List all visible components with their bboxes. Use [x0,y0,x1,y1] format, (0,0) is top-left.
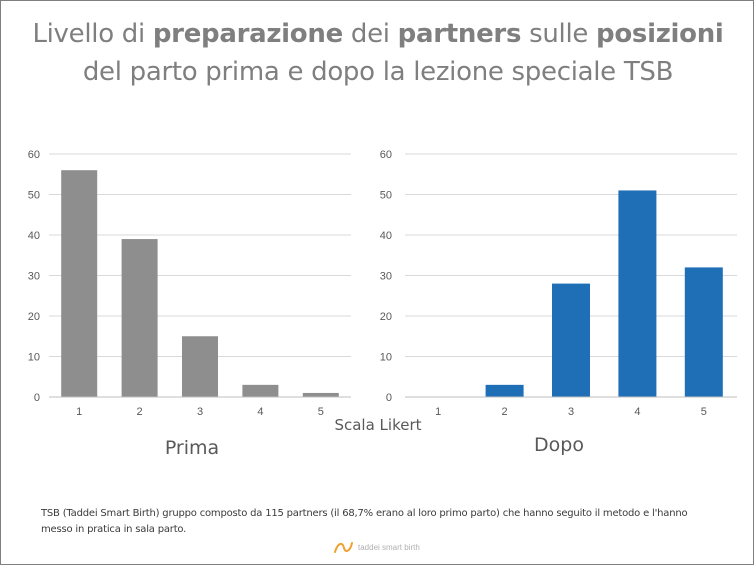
logo-text: taddei smart birth [358,542,420,552]
x-tick-label: 4 [634,406,640,418]
bar [182,336,218,397]
bar [61,170,98,397]
footnote: TSB (Taddei Smart Birth) gruppo composto… [41,508,688,535]
title-line-1: Livello di preparazione dei partners sul… [1,15,755,53]
y-tick-label: 40 [380,230,392,242]
bar [684,267,723,397]
panel-label: Dopo [534,434,584,456]
x-tick-label: 1 [435,406,441,418]
y-tick-label: 20 [380,311,392,323]
title-bold-part: preparazione [152,19,343,49]
x-tick-label: 4 [257,406,263,418]
logo-swirl-icon [334,542,353,553]
y-tick-label: 10 [28,352,40,364]
title-bold-part: partners [397,19,522,49]
x-tick-label: 5 [701,406,707,418]
x-tick-label: 3 [568,406,574,418]
y-tick-label: 30 [380,271,392,283]
bar [242,384,279,397]
panel-label: Prima [165,437,219,459]
y-tick-label: 60 [28,149,40,161]
title-line-2: del parto prima e dopo la lezione specia… [82,57,674,87]
x-tick-label: 1 [76,406,82,418]
x-tick-label: 2 [502,406,508,418]
y-tick-label: 40 [28,230,40,242]
y-tick-label: 0 [34,392,40,404]
y-tick-label: 60 [380,149,392,161]
bar [485,384,524,397]
title-part: dei [342,19,398,49]
bar [552,283,590,397]
y-tick-label: 30 [28,271,40,283]
title-bold-part: posizioni [596,19,724,49]
title-part: sulle [521,19,597,49]
slide-title: Livello di preparazione dei partners sul… [1,15,755,91]
charts-svg: 0 10 20 30 40 50 60 1 2 3 4 5 Prima 0 10 20 30 40 50 60 1 2 3… [28,149,737,459]
y-tick-label: 20 [28,311,40,323]
x-tick-label: 3 [197,406,203,418]
bar [302,392,339,397]
logo: taddei smart birth [334,540,420,554]
x-axis-label: Scala Likert [334,416,421,434]
bar [618,190,657,397]
x-tick-label: 5 [318,406,324,418]
y-tick-label: 50 [28,190,40,202]
y-tick-label: 0 [386,392,392,404]
title-part: Livello di [32,19,153,49]
bar [121,239,158,397]
y-tick-label: 10 [380,352,392,364]
y-tick-label: 50 [380,190,392,202]
x-tick-label: 2 [137,406,143,418]
chart-dopo: 0 10 20 30 40 50 60 1 2 3 4 5 Dopo [380,149,737,456]
chart-prima: 0 10 20 30 40 50 60 1 2 3 4 5 Prima [28,149,351,459]
